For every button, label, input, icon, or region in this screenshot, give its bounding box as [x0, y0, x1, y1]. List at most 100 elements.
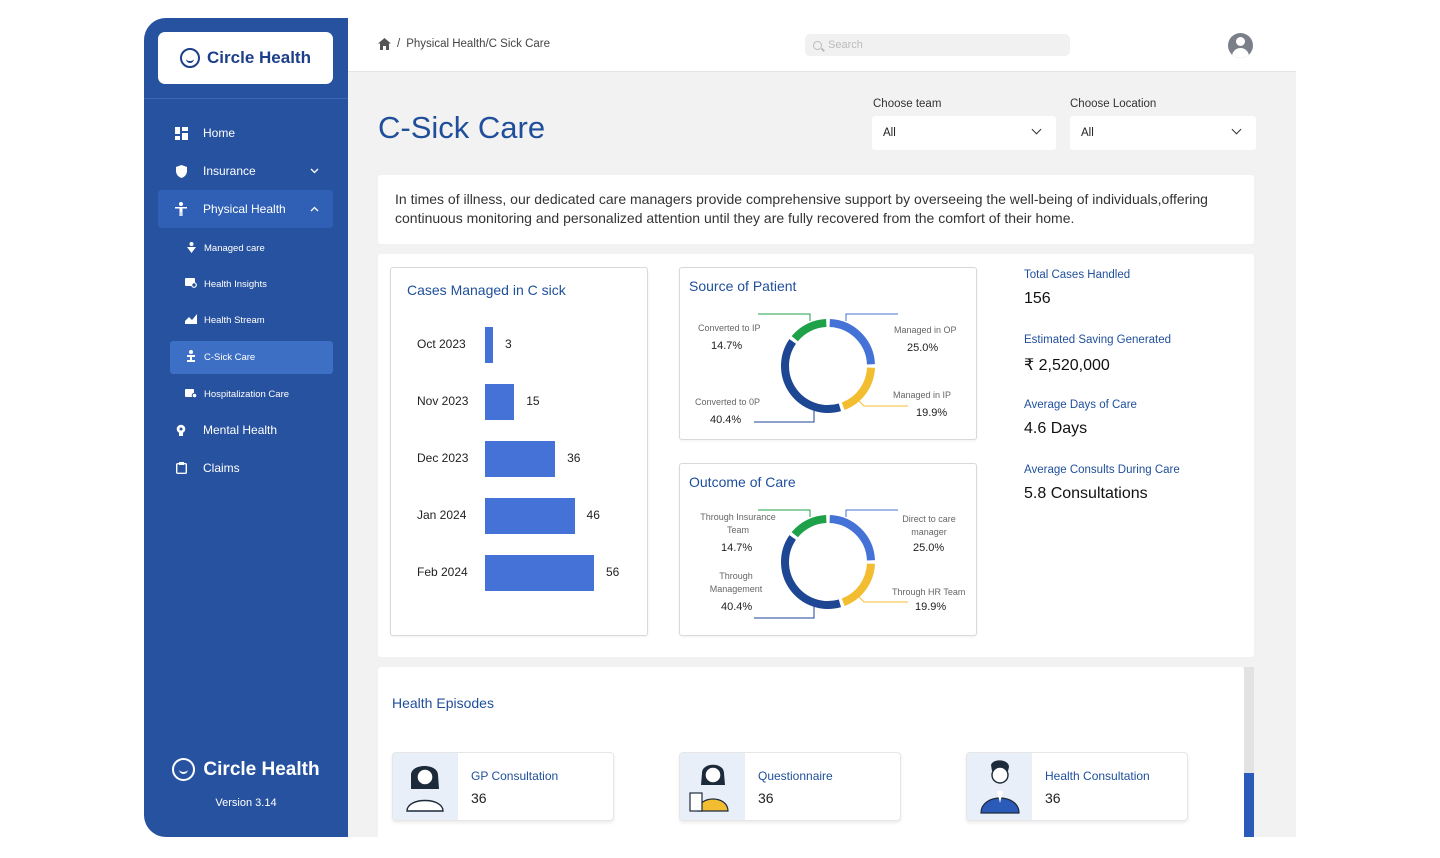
- brand-name: Circle Health: [207, 48, 311, 67]
- location-select-value: All: [1081, 127, 1094, 139]
- sidebar-subitem-managed-care[interactable]: Managed care: [170, 232, 333, 265]
- donut-leader-line: [754, 604, 815, 619]
- donut-slice-value: 25.0%: [913, 542, 945, 554]
- team-select[interactable]: All: [872, 116, 1056, 150]
- location-select-label: Choose Location: [1070, 98, 1157, 110]
- doctor-illustration-icon: [393, 753, 458, 820]
- version-label: Version 3.14: [215, 797, 277, 809]
- donut-slice[interactable]: [791, 319, 827, 342]
- avatar-head: [1236, 37, 1245, 46]
- outcome-chart-card: Outcome of Care Through Insurance Team 1…: [679, 463, 977, 636]
- sidebar-subitem-label: Health Insights: [204, 279, 267, 290]
- donut-leader-line: [845, 313, 898, 321]
- chevron-down-icon: [310, 166, 319, 176]
- bar-category-label: Feb 2024: [417, 565, 468, 579]
- stat-value: 5.8 Consultations: [1024, 485, 1148, 502]
- bar[interactable]: [485, 498, 575, 534]
- sidebar-item-mental-health[interactable]: Mental Health: [158, 411, 333, 449]
- chevron-down-icon: [1031, 124, 1042, 135]
- sidebar-item-label: Mental Health: [203, 423, 278, 437]
- donut-leader-line: [857, 595, 908, 603]
- sidebar-item-label: Physical Health: [203, 202, 286, 216]
- sidebar-item-label: Home: [203, 126, 236, 140]
- bar-category-label: Dec 2023: [417, 451, 469, 465]
- description-text: In times of illness, our dedicated care …: [378, 175, 1254, 244]
- donut-slice-label: Through Management: [709, 571, 763, 594]
- episode-count: 36: [471, 790, 487, 806]
- scrollbar-track[interactable]: [1244, 667, 1254, 837]
- search-input[interactable]: Search: [805, 34, 1070, 56]
- donut-slice-label: Managed in IP: [893, 390, 952, 400]
- cases-chart-title: Cases Managed in C sick: [407, 282, 566, 298]
- page-title: C-Sick Care: [378, 110, 546, 145]
- donut-slice-value: 19.9%: [916, 407, 948, 419]
- stat-label: Estimated Saving Generated: [1024, 334, 1172, 346]
- stream-icon: [185, 314, 197, 327]
- sidebar-subitem-label: C-Sick Care: [204, 352, 256, 363]
- donut-slice[interactable]: [781, 535, 842, 609]
- bar[interactable]: [485, 384, 515, 420]
- donut-slice[interactable]: [841, 367, 875, 410]
- episode-card-gp[interactable]: GP Consultation 36: [392, 752, 614, 821]
- donut-slice-value: 19.9%: [915, 601, 947, 613]
- donut-slice[interactable]: [829, 319, 875, 365]
- donut-slice[interactable]: [781, 339, 842, 413]
- sidebar-subitem-health-stream[interactable]: Health Stream: [170, 304, 333, 337]
- donut-leader-line: [845, 509, 898, 517]
- search-placeholder: Search: [828, 39, 863, 51]
- sidebar-item-physical-health[interactable]: Physical Health: [158, 190, 333, 228]
- donut-leader-line: [758, 509, 811, 517]
- sidebar-item-claims[interactable]: Claims: [158, 449, 333, 487]
- donut-slice[interactable]: [791, 515, 827, 538]
- sidebar-subitem-c-sick-care[interactable]: C-Sick Care: [170, 341, 333, 374]
- bar[interactable]: [485, 441, 556, 477]
- health-episodes-title: Health Episodes: [392, 695, 494, 711]
- avatar[interactable]: [1228, 33, 1253, 58]
- bar-row: Nov 2023 15: [391, 384, 646, 420]
- smile-logo-icon: [172, 758, 196, 781]
- donut-leader-line: [758, 313, 811, 321]
- donut-leader-line: [857, 399, 908, 407]
- bar[interactable]: [485, 327, 493, 363]
- bar-category-label: Oct 2023: [417, 337, 466, 351]
- source-donut-chart: [754, 313, 908, 423]
- sidebar-divider: [144, 98, 348, 99]
- donut-slice-value: 14.7%: [711, 340, 743, 352]
- bar-value-label: 15: [526, 394, 540, 408]
- sidebar-subitem-label: Managed care: [204, 243, 265, 254]
- stat-label: Average Days of Care: [1024, 399, 1137, 411]
- sidebar-subitem-hospitalization-care[interactable]: Hospitalization Care: [170, 378, 333, 411]
- sidebar-item-home[interactable]: Home: [158, 114, 333, 152]
- bar[interactable]: [485, 555, 594, 591]
- outcome-donut-chart: [754, 509, 908, 619]
- avatar-body: [1232, 48, 1249, 58]
- topbar: / Physical Health/C Sick Care Search: [348, 18, 1296, 72]
- source-chart-card: Source of Patient Converted to IP 14.7% …: [679, 267, 977, 440]
- sidebar-footer: Circle Health Version 3.14: [144, 758, 348, 809]
- episode-label: GP Consultation: [471, 769, 559, 783]
- donut-slice-value: 25.0%: [907, 342, 939, 354]
- bulb-icon: [174, 423, 188, 437]
- donut-slice[interactable]: [841, 563, 875, 606]
- bar-row: Dec 2023 36: [391, 441, 646, 477]
- stat-value: 4.6 Days: [1024, 420, 1088, 437]
- donut-slice-label: Through HR Team: [892, 587, 966, 597]
- donut-slice[interactable]: [829, 515, 875, 561]
- home-icon[interactable]: [378, 38, 391, 50]
- brand-logo[interactable]: Circle Health: [158, 32, 333, 84]
- breadcrumb: / Physical Health/C Sick Care: [378, 38, 550, 50]
- episode-card-health-consultation[interactable]: Health Consultation 36: [966, 752, 1188, 821]
- donut-slice-label: Managed in OP: [894, 325, 957, 335]
- episode-card-questionnaire[interactable]: Questionnaire 36: [679, 752, 901, 821]
- health-episodes-section: Health Episodes GP Consultation 36 Quest…: [378, 667, 1244, 837]
- breadcrumb-path[interactable]: Physical Health/C Sick Care: [406, 38, 551, 50]
- sidebar-item-insurance[interactable]: Insurance: [158, 152, 333, 190]
- chevron-up-icon: [310, 204, 319, 214]
- location-select[interactable]: All: [1070, 116, 1256, 150]
- person-icon: [174, 202, 188, 216]
- scrollbar-thumb[interactable]: [1244, 773, 1254, 837]
- source-chart-title: Source of Patient: [689, 278, 797, 294]
- hospital-icon: [185, 388, 198, 401]
- footer-brand: Circle Health: [144, 758, 348, 781]
- sidebar-subitem-health-insights[interactable]: Health Insights: [170, 268, 333, 301]
